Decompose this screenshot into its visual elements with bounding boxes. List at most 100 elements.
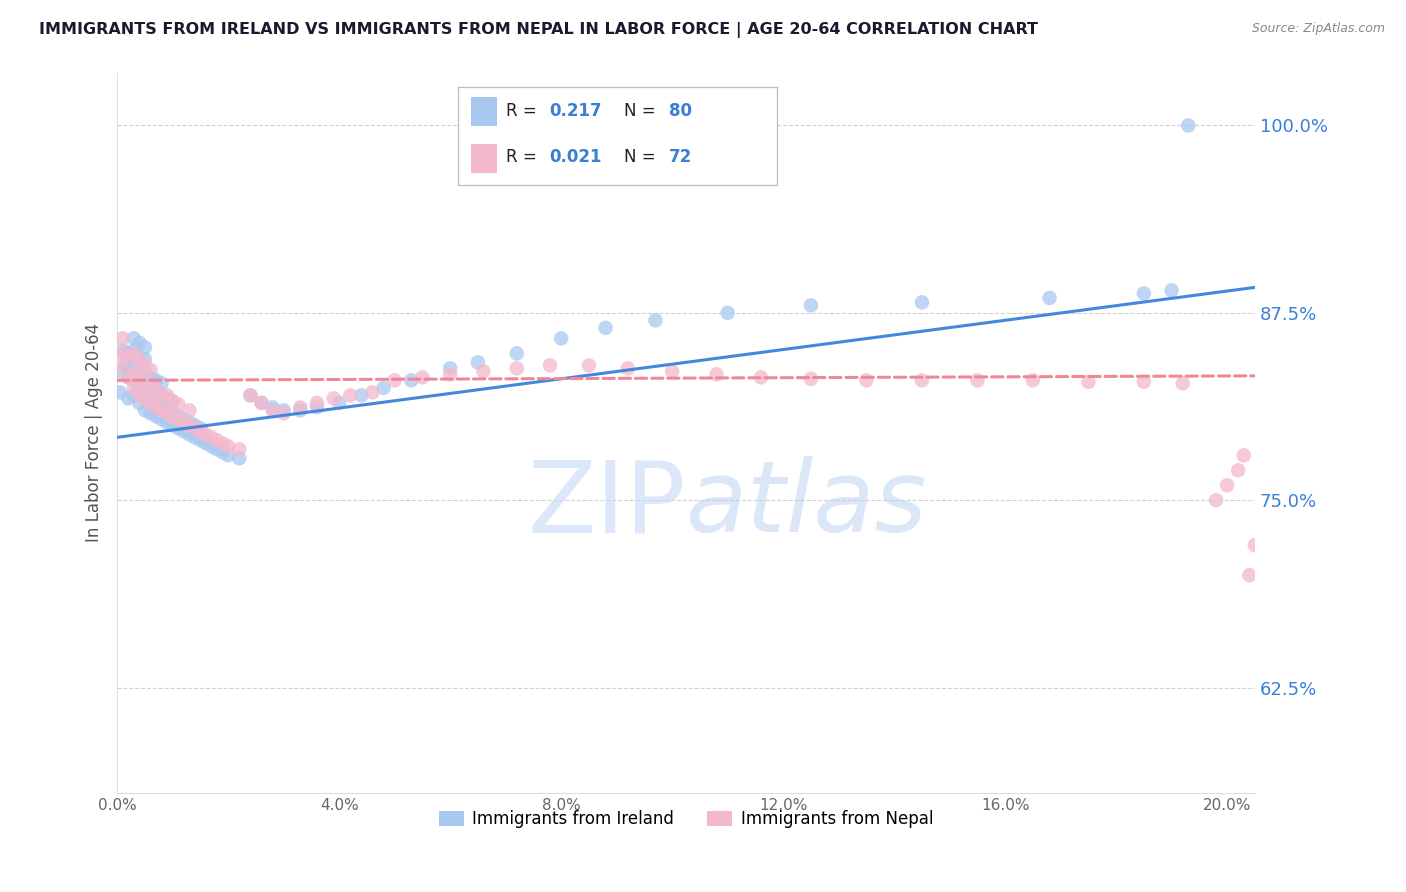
Point [578,359,600,373]
Point [162,394,184,409]
Point [1177,119,1199,133]
Point [139,382,162,396]
Point [117,370,139,384]
Point [1133,375,1156,389]
Point [911,373,934,387]
Point [290,403,312,417]
Point [439,361,461,376]
Point [139,363,162,377]
Point [550,331,572,345]
Point [167,412,190,426]
Point [156,415,179,429]
Point [384,373,406,387]
Point [122,381,145,395]
Point [200,430,222,444]
Point [211,436,233,450]
Text: Source: ZipAtlas.com: Source: ZipAtlas.com [1251,22,1385,36]
Point [217,448,239,462]
Point [156,403,179,417]
Point [800,372,823,386]
Point [145,385,167,400]
Point [162,409,184,424]
Point [373,381,395,395]
Point [134,340,156,354]
Point [506,346,529,360]
Point [228,451,250,466]
Point [134,364,156,378]
Point [150,376,173,391]
Point [122,366,145,380]
Point [1205,493,1227,508]
Point [350,388,373,402]
Point [162,406,184,420]
Point [139,394,162,409]
Point [595,321,617,335]
Point [122,373,145,387]
Point [114,359,136,373]
Point [616,361,638,376]
Point [128,351,150,365]
Point [911,295,934,310]
Point [305,401,328,415]
Point [706,368,728,382]
Point [179,418,201,433]
Point [134,376,156,391]
Point [322,392,344,406]
Point [1160,284,1182,298]
Point [749,370,772,384]
Point [167,421,190,435]
Point [855,373,877,387]
Point [211,445,233,459]
Point [439,368,461,382]
Point [305,396,328,410]
Point [411,370,433,384]
Point [134,359,156,373]
Point [145,401,167,415]
Point [122,388,145,402]
Point [1233,448,1256,462]
Point [190,421,212,435]
Point [262,401,284,415]
Point [205,434,228,448]
Point [966,373,988,387]
Point [111,331,134,345]
Point [150,403,173,417]
Point [162,418,184,433]
Point [1077,375,1099,389]
Point [139,370,162,384]
Point [139,381,162,395]
Point [128,366,150,380]
Point [239,388,262,402]
Point [184,430,207,444]
Point [128,396,150,410]
Point [122,343,145,358]
Point [117,346,139,360]
Point [190,425,212,439]
Point [150,388,173,402]
Point [156,392,179,406]
Point [145,382,167,396]
Point [134,392,156,406]
Point [467,355,489,369]
Point [117,392,139,406]
Text: atlas: atlas [686,457,928,553]
Point [173,425,195,439]
Point [262,403,284,417]
Point [1022,373,1045,387]
Point [184,418,207,433]
Point [328,396,350,410]
Point [117,351,139,365]
Point [800,298,823,312]
Point [128,335,150,350]
Point [273,403,295,417]
Point [145,409,167,424]
Point [128,381,150,395]
Point [184,421,207,435]
Point [1244,538,1267,552]
Point [538,359,561,373]
Point [290,401,312,415]
Point [1133,286,1156,301]
Text: IMMIGRANTS FROM IRELAND VS IMMIGRANTS FROM NEPAL IN LABOR FORCE | AGE 20-64 CORR: IMMIGRANTS FROM IRELAND VS IMMIGRANTS FR… [39,22,1039,38]
Point [361,385,384,400]
Point [150,412,173,426]
